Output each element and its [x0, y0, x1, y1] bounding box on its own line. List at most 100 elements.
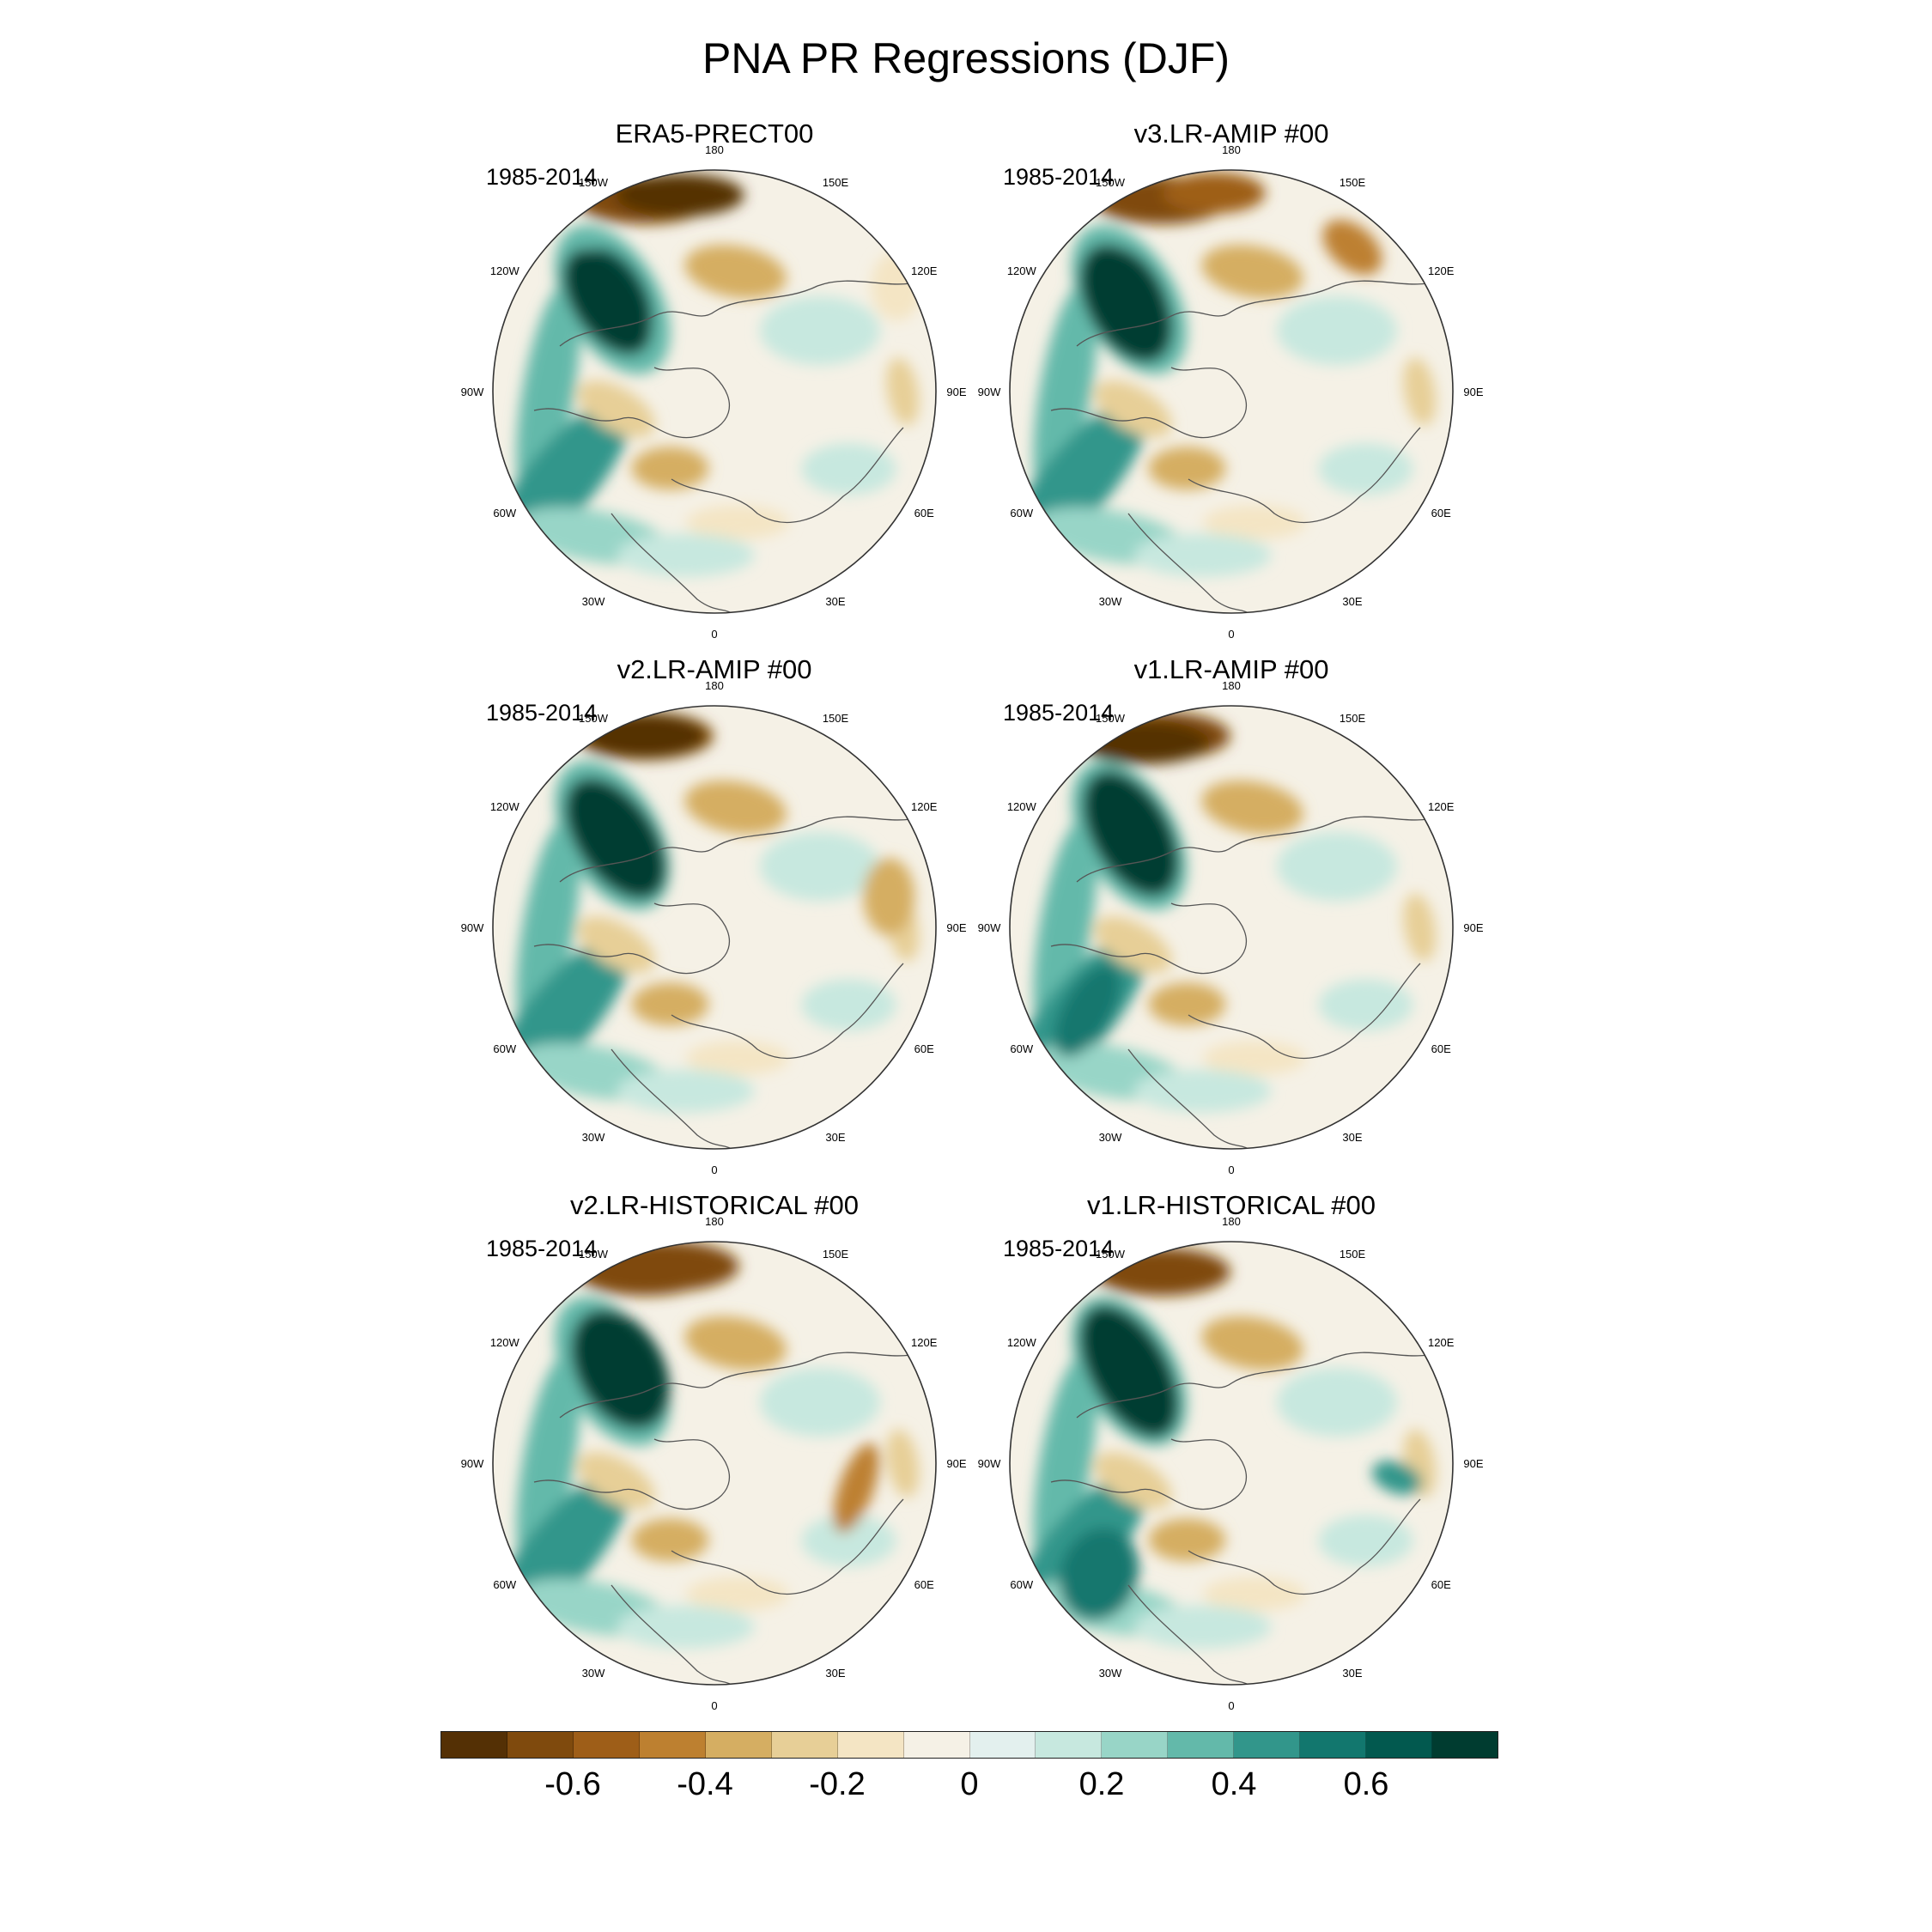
polar-map: 180 150E 120E 90E 60E 30E 0 30W 60W 90W 120W 150W — [978, 1215, 1484, 1712]
longitude-label: 180 — [1222, 679, 1241, 692]
colorbar-tick-label: 0.6 — [1343, 1766, 1389, 1802]
colorbar-box — [507, 1732, 574, 1758]
anomaly-blob — [1133, 533, 1272, 577]
coastline-path — [1050, 902, 1247, 975]
anomaly-blob — [1202, 1577, 1306, 1612]
anomaly-blob — [1201, 1315, 1303, 1370]
longitude-label: 120W — [1007, 264, 1037, 277]
longitude-label: 90E — [1463, 386, 1483, 398]
anomaly-blob — [685, 1577, 789, 1612]
anomaly-blob — [684, 780, 787, 835]
polar-map: 180 150E 120E 90E 60E 30E 0 30W 60W 90W 120W 150W — [461, 1215, 967, 1712]
coastline-path — [533, 1438, 730, 1510]
anomaly-blob — [801, 979, 896, 1031]
coastline-path — [611, 1048, 732, 1149]
colorbar-tick-label: 0.2 — [1078, 1766, 1125, 1802]
coastline-path — [533, 367, 730, 439]
coastline-path — [559, 1352, 921, 1419]
anomaly-blob — [562, 248, 653, 355]
longitude-label: 120W — [490, 264, 520, 277]
coastline-path — [1127, 1584, 1249, 1685]
colorbar-box — [1300, 1732, 1367, 1758]
anomaly-blob — [1201, 780, 1303, 835]
longitude-label: 60E — [1431, 1042, 1451, 1055]
colorbar-box — [705, 1732, 772, 1758]
coastline-path — [1188, 427, 1421, 524]
coastline-path — [1188, 963, 1421, 1060]
figure-title: PNA PR Regressions (DJF) — [702, 34, 1230, 82]
polar-map: 180 150E 120E 90E 60E 30E 0 30W 60W 90W 120W 150W — [461, 143, 967, 641]
longitude-label: 90W — [978, 921, 1001, 934]
coastline — [533, 816, 921, 1149]
colorbar-box — [573, 1732, 640, 1758]
anomaly-blob — [1318, 1515, 1413, 1567]
anomaly-blob — [516, 817, 580, 1038]
longitude-label: 120W — [490, 1336, 520, 1349]
coastline — [533, 1352, 921, 1685]
map-boundary — [492, 169, 937, 614]
anomaly-blob — [617, 1069, 755, 1113]
panel-period: 1985-2014 — [1003, 1236, 1115, 1261]
longitude-label: 180 — [1222, 143, 1241, 156]
colorbar-tick-label: -0.2 — [809, 1766, 866, 1802]
anomaly-blob — [631, 982, 709, 1026]
anomaly-blob — [801, 443, 896, 495]
longitude-label: 60W — [493, 507, 516, 519]
map-boundary — [1009, 705, 1454, 1150]
anomaly-blob — [1094, 1452, 1172, 1510]
longitude-label: 150W — [1096, 712, 1126, 725]
longitude-label: 90E — [946, 921, 966, 934]
anomaly-blob — [759, 832, 880, 901]
colorbar-tick-label: -0.6 — [544, 1766, 601, 1802]
polar-map: 180 150E 120E 90E 60E 30E 0 30W 60W 90W 120W 150W — [461, 679, 967, 1176]
longitude-label: 150E — [823, 176, 849, 189]
coastline-path — [533, 902, 730, 975]
longitude-label: 90W — [978, 1457, 1001, 1470]
longitude-label: 120E — [1428, 1336, 1455, 1349]
colorbar-box — [1366, 1732, 1433, 1758]
longitude-label: 60W — [1010, 507, 1033, 519]
longitude-label: 60W — [1010, 1042, 1033, 1055]
anomaly-blob — [1403, 357, 1437, 426]
longitude-label: 180 — [705, 143, 724, 156]
longitude-label: 150E — [1340, 176, 1366, 189]
field-layer — [1010, 1242, 1453, 1685]
anomaly-blob — [1148, 982, 1226, 1026]
longitude-label: 120E — [1428, 264, 1455, 277]
anomaly-blob — [577, 1452, 655, 1510]
colorbar: -0.6 -0.4 -0.2 0 0.2 0.4 0.6 — [440, 1731, 1498, 1817]
longitude-label: 150W — [579, 712, 609, 725]
panel-period: 1985-2014 — [1003, 700, 1115, 726]
longitude-label: 90W — [461, 1457, 484, 1470]
anomaly-blob — [1276, 296, 1397, 365]
anomaly-blob — [565, 777, 666, 899]
anomaly-blob — [886, 1429, 920, 1498]
longitude-label: 60E — [914, 1042, 934, 1055]
map-boundary — [492, 705, 937, 1150]
field-layer — [493, 1242, 936, 1685]
anomaly-blob — [1033, 281, 1097, 502]
colorbar-box — [969, 1732, 1036, 1758]
coastline-path — [1050, 1438, 1247, 1510]
panel-period: 1985-2014 — [486, 700, 598, 726]
longitude-label: 180 — [705, 1215, 724, 1228]
longitude-label: 60W — [493, 1578, 516, 1591]
anomaly-blob — [1202, 1041, 1306, 1076]
field-layer — [493, 170, 936, 613]
colorbar-box — [1168, 1732, 1235, 1758]
anomaly-blob — [1079, 1305, 1179, 1437]
longitude-label: 120E — [911, 1336, 938, 1349]
longitude-label: 30W — [1099, 595, 1122, 608]
longitude-label: 120E — [1428, 800, 1455, 813]
anomaly-blob — [1318, 979, 1413, 1031]
longitude-label: 30W — [1099, 1667, 1122, 1680]
anomaly-blob — [571, 1309, 670, 1430]
longitude-label: 150W — [579, 176, 609, 189]
longitude-label: 60W — [1010, 1578, 1033, 1591]
anomaly-blob — [1133, 1069, 1272, 1113]
longitude-label: 30E — [825, 1667, 845, 1680]
longitude-label: 30E — [825, 595, 845, 608]
anomaly-blob — [833, 1443, 879, 1534]
field-layer — [493, 706, 936, 1149]
coastline-path — [559, 280, 921, 347]
